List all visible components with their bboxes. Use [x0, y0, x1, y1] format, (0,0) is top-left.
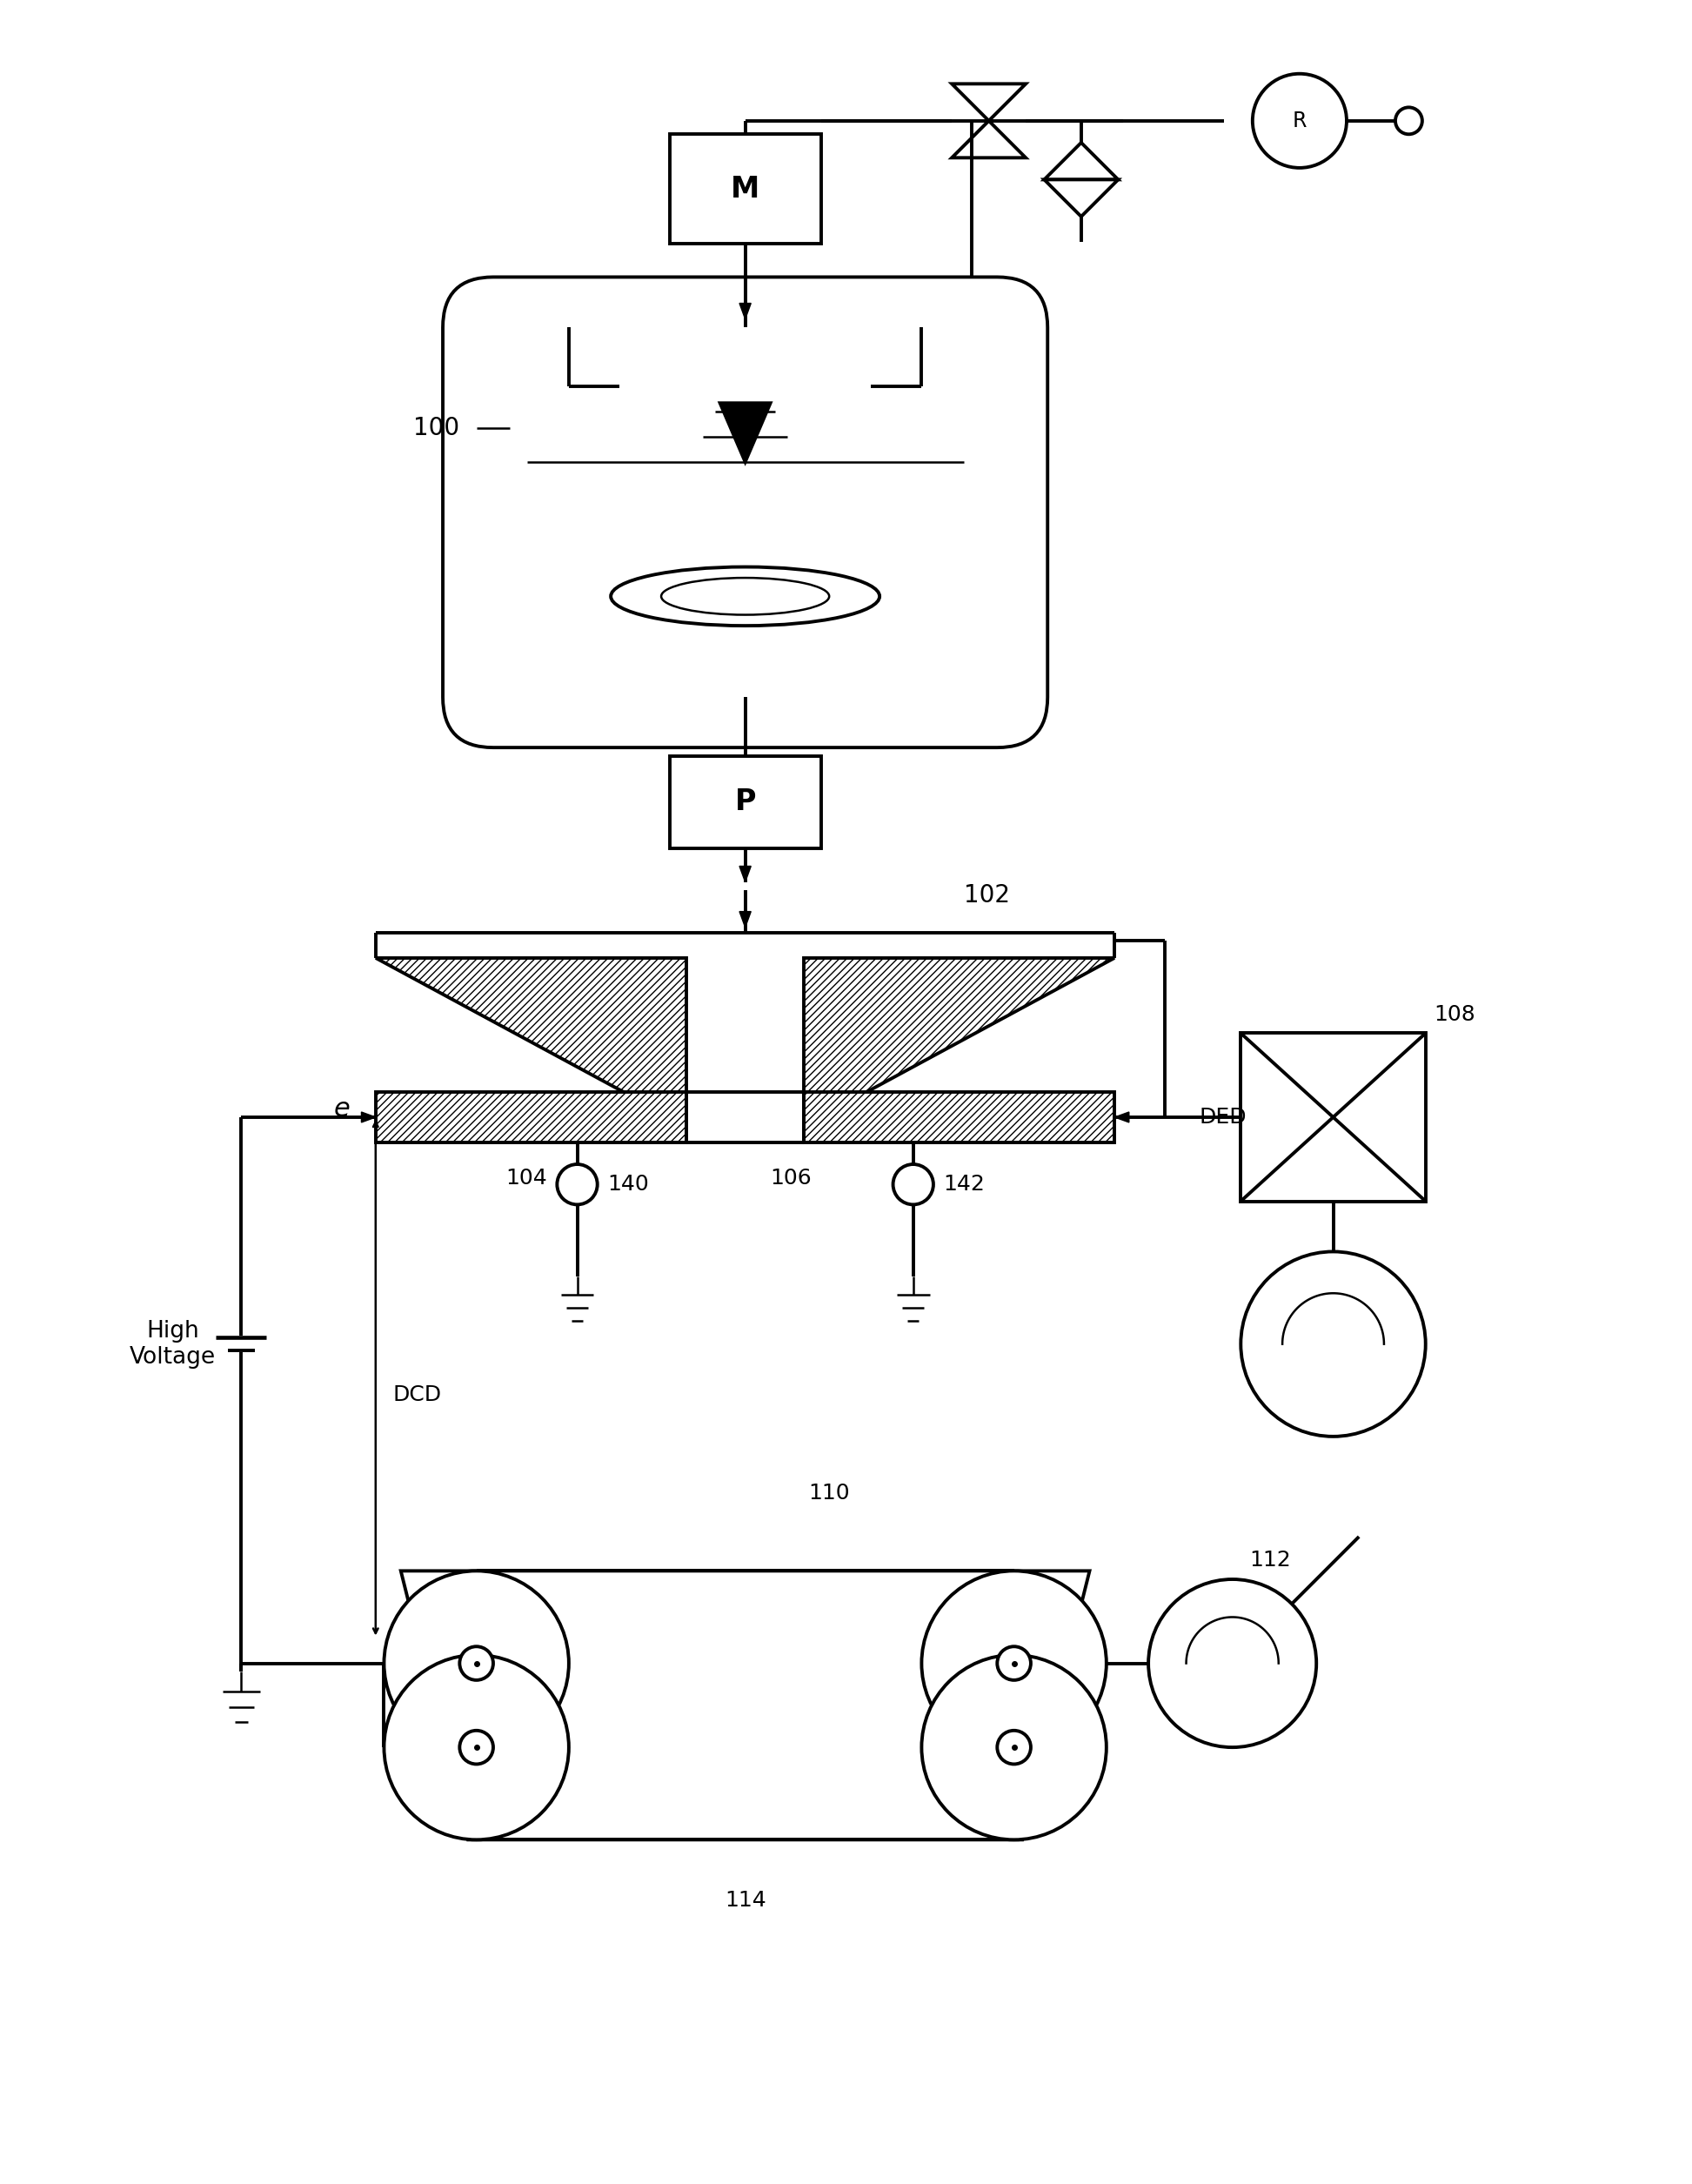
- Bar: [1240, 1033, 1426, 1201]
- Text: 104: 104: [506, 1168, 548, 1188]
- Text: 100: 100: [413, 417, 460, 441]
- Polygon shape: [739, 867, 751, 882]
- Polygon shape: [953, 83, 1025, 120]
- Text: DCD: DCD: [393, 1385, 442, 1404]
- Polygon shape: [953, 120, 1025, 157]
- Polygon shape: [1115, 1112, 1129, 1123]
- Circle shape: [922, 1570, 1107, 1756]
- Text: 108: 108: [1435, 1005, 1475, 1024]
- Text: R: R: [1293, 111, 1306, 131]
- Text: 142: 142: [944, 1175, 985, 1195]
- Text: 106: 106: [770, 1168, 812, 1188]
- Text: e: e: [333, 1096, 350, 1120]
- Circle shape: [1240, 1251, 1426, 1437]
- Text: 102: 102: [964, 882, 1010, 906]
- Polygon shape: [376, 1092, 687, 1142]
- Polygon shape: [739, 304, 751, 319]
- Circle shape: [460, 1730, 492, 1765]
- Circle shape: [922, 1655, 1107, 1839]
- Circle shape: [893, 1164, 934, 1206]
- Circle shape: [997, 1647, 1030, 1679]
- Circle shape: [1396, 107, 1423, 133]
- Polygon shape: [739, 911, 751, 928]
- FancyBboxPatch shape: [443, 277, 1047, 747]
- Polygon shape: [1044, 179, 1118, 216]
- Circle shape: [460, 1647, 492, 1679]
- Text: 110: 110: [809, 1483, 849, 1503]
- Polygon shape: [376, 957, 687, 1125]
- Text: High
Voltage: High Voltage: [130, 1319, 217, 1369]
- Circle shape: [1252, 74, 1347, 168]
- Polygon shape: [804, 957, 1115, 1125]
- Circle shape: [1149, 1579, 1316, 1747]
- Text: P: P: [734, 788, 756, 817]
- Circle shape: [997, 1730, 1030, 1765]
- Text: DED: DED: [1200, 1107, 1247, 1127]
- Bar: [670, 133, 821, 242]
- Text: 114: 114: [724, 1889, 766, 1911]
- Polygon shape: [804, 1092, 1115, 1142]
- Text: 112: 112: [1249, 1551, 1291, 1570]
- Polygon shape: [1044, 142, 1118, 179]
- Text: M: M: [731, 175, 760, 203]
- Polygon shape: [362, 1112, 376, 1123]
- Circle shape: [384, 1570, 569, 1756]
- Circle shape: [384, 1655, 569, 1839]
- Circle shape: [557, 1164, 597, 1206]
- Polygon shape: [721, 404, 770, 461]
- Text: 140: 140: [607, 1175, 650, 1195]
- Bar: [670, 756, 821, 847]
